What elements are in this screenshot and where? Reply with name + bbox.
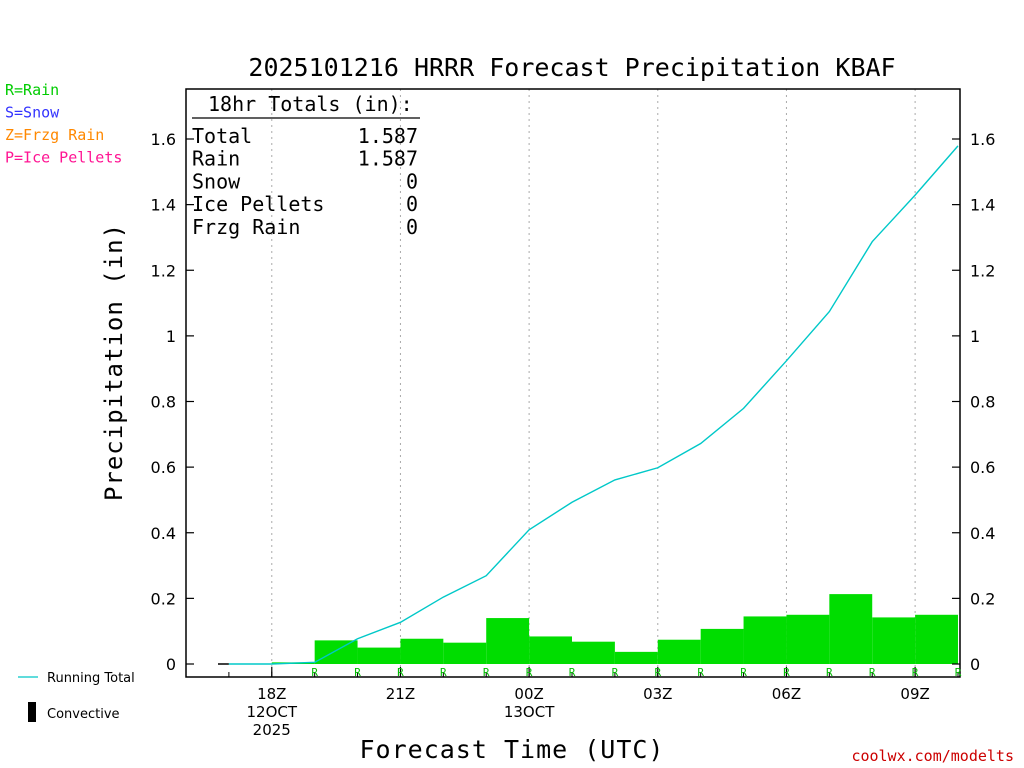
precip-bar (657, 639, 701, 664)
y-axis-label: Precipitation (in) (100, 223, 128, 501)
precip-bar (400, 638, 444, 664)
totals-row-label: Rain (192, 147, 240, 171)
running-total-line (228, 145, 959, 665)
precip-type-marker: R (440, 666, 447, 679)
totals-row-label: Frzg Rain (192, 215, 300, 239)
y-tick-label-right: 1.6 (970, 130, 995, 149)
x-axis-label: Forecast Time (UTC) (360, 735, 665, 764)
running-total-legend-label: Running Total (47, 671, 135, 686)
precip-bar (700, 628, 744, 664)
precip-bar (529, 636, 572, 664)
precip-type-marker: R (697, 666, 704, 679)
totals-row-value: 1.587 (358, 147, 418, 171)
precip-type-marker: R (654, 666, 661, 679)
precip-bar (486, 618, 530, 664)
totals-row-value: 0 (406, 169, 418, 193)
y-tick-label-right: 0.8 (970, 393, 995, 412)
convective-legend-label: Convective (47, 707, 120, 722)
totals-row-value: 0 (406, 215, 418, 239)
x-tick-label: 21Z (386, 685, 415, 703)
precip-bar (829, 594, 873, 664)
x-tick-label: 12OCT (247, 703, 298, 721)
totals-row-value: 1.587 (358, 124, 418, 148)
y-tick-label-right: 1 (970, 327, 980, 346)
x-tick-label: 06Z (772, 685, 801, 703)
totals-header: 18hr Totals (in): (208, 92, 413, 116)
chart-title: 2025101216 HRRR Forecast Precipitation K… (248, 53, 895, 82)
precip-type-marker: R (740, 666, 747, 679)
totals-row-label: Snow (192, 169, 241, 193)
x-tick-label: 03Z (643, 685, 672, 703)
precip-type-marker: R (783, 666, 790, 679)
y-tick-label: 0.8 (151, 393, 176, 412)
series-legend: Running Total Convective (18, 671, 135, 722)
y-tick-label-right: 0.2 (970, 589, 995, 608)
precip-bar (872, 617, 916, 664)
precip-type-marker: R (569, 666, 576, 679)
precip-type-marker: R (612, 666, 619, 679)
y-tick-label: 0 (166, 655, 176, 674)
x-tick-label: 13OCT (504, 703, 555, 721)
precip-bar (786, 614, 830, 664)
credit-text: coolwx.com/modelts (851, 747, 1014, 765)
y-tick-label-right: 1.4 (970, 196, 995, 215)
x-tick-label: 18Z (257, 685, 286, 703)
y-axis-right: 0 0.2 0.4 0.6 0.8 1 1.2 1.4 1.6 (952, 130, 995, 674)
type-legend-item: Z=Frzg Rain (5, 126, 104, 144)
plot-frame (185, 88, 961, 678)
precip-type-marker: R (397, 666, 404, 679)
precip-type-marker: R (354, 666, 361, 679)
precip-bar (614, 651, 658, 664)
precip-bar (443, 642, 487, 664)
totals-row-label: Ice Pellets (192, 192, 324, 216)
y-tick-label: 1.4 (151, 196, 176, 215)
totals-row-label: Total (192, 124, 252, 148)
type-legend-item: S=Snow (5, 104, 60, 122)
x-tick-label: 00Z (514, 685, 543, 703)
precip-type-marker: R (483, 666, 490, 679)
convective-legend-swatch (28, 702, 36, 722)
precip-type-marker: R (526, 666, 533, 679)
precip-bar (572, 641, 615, 664)
y-tick-label: 0.2 (151, 589, 176, 608)
y-tick-label-right: 0.6 (970, 458, 995, 477)
y-tick-label-right: 0.4 (970, 524, 995, 543)
totals-row-value: 0 (406, 192, 418, 216)
y-axis-left: 0 0.2 0.4 0.6 0.8 1 1.2 1.4 1.6 (151, 130, 194, 674)
y-tick-label: 0.4 (151, 524, 176, 543)
precip-type-marker: R (955, 666, 962, 679)
y-tick-label-right: 0 (970, 655, 980, 674)
precip-type-marker: R (912, 666, 919, 679)
y-tick-label: 0.6 (151, 458, 176, 477)
precip-bar (314, 640, 358, 664)
x-tick-label: 09Z (900, 685, 929, 703)
y-tick-label-right: 1.2 (970, 261, 995, 280)
totals-box: 18hr Totals (in): Total 1.587 Rain 1.587 Sno… (192, 92, 420, 239)
precip-bar (915, 614, 958, 664)
y-tick-label: 1.2 (151, 261, 176, 280)
bars (271, 594, 958, 664)
type-legend-item: P=Ice Pellets (5, 149, 122, 167)
precip-type-marker: R (869, 666, 876, 679)
y-tick-label: 1.6 (151, 130, 176, 149)
precip-bar (743, 616, 787, 664)
precip-type-marker: R (311, 666, 318, 679)
running-total-polyline (228, 145, 959, 665)
precip-type-marker: R (826, 666, 833, 679)
precip-bar (357, 647, 401, 664)
type-legend-item: R=Rain (5, 81, 59, 99)
x-tick-label: 2025 (253, 721, 291, 739)
precip-type-legend: R=Rain S=Snow Z=Frzg Rain P=Ice Pellets (5, 81, 122, 167)
grid-lines (218, 89, 916, 677)
y-tick-label: 1 (166, 327, 176, 346)
